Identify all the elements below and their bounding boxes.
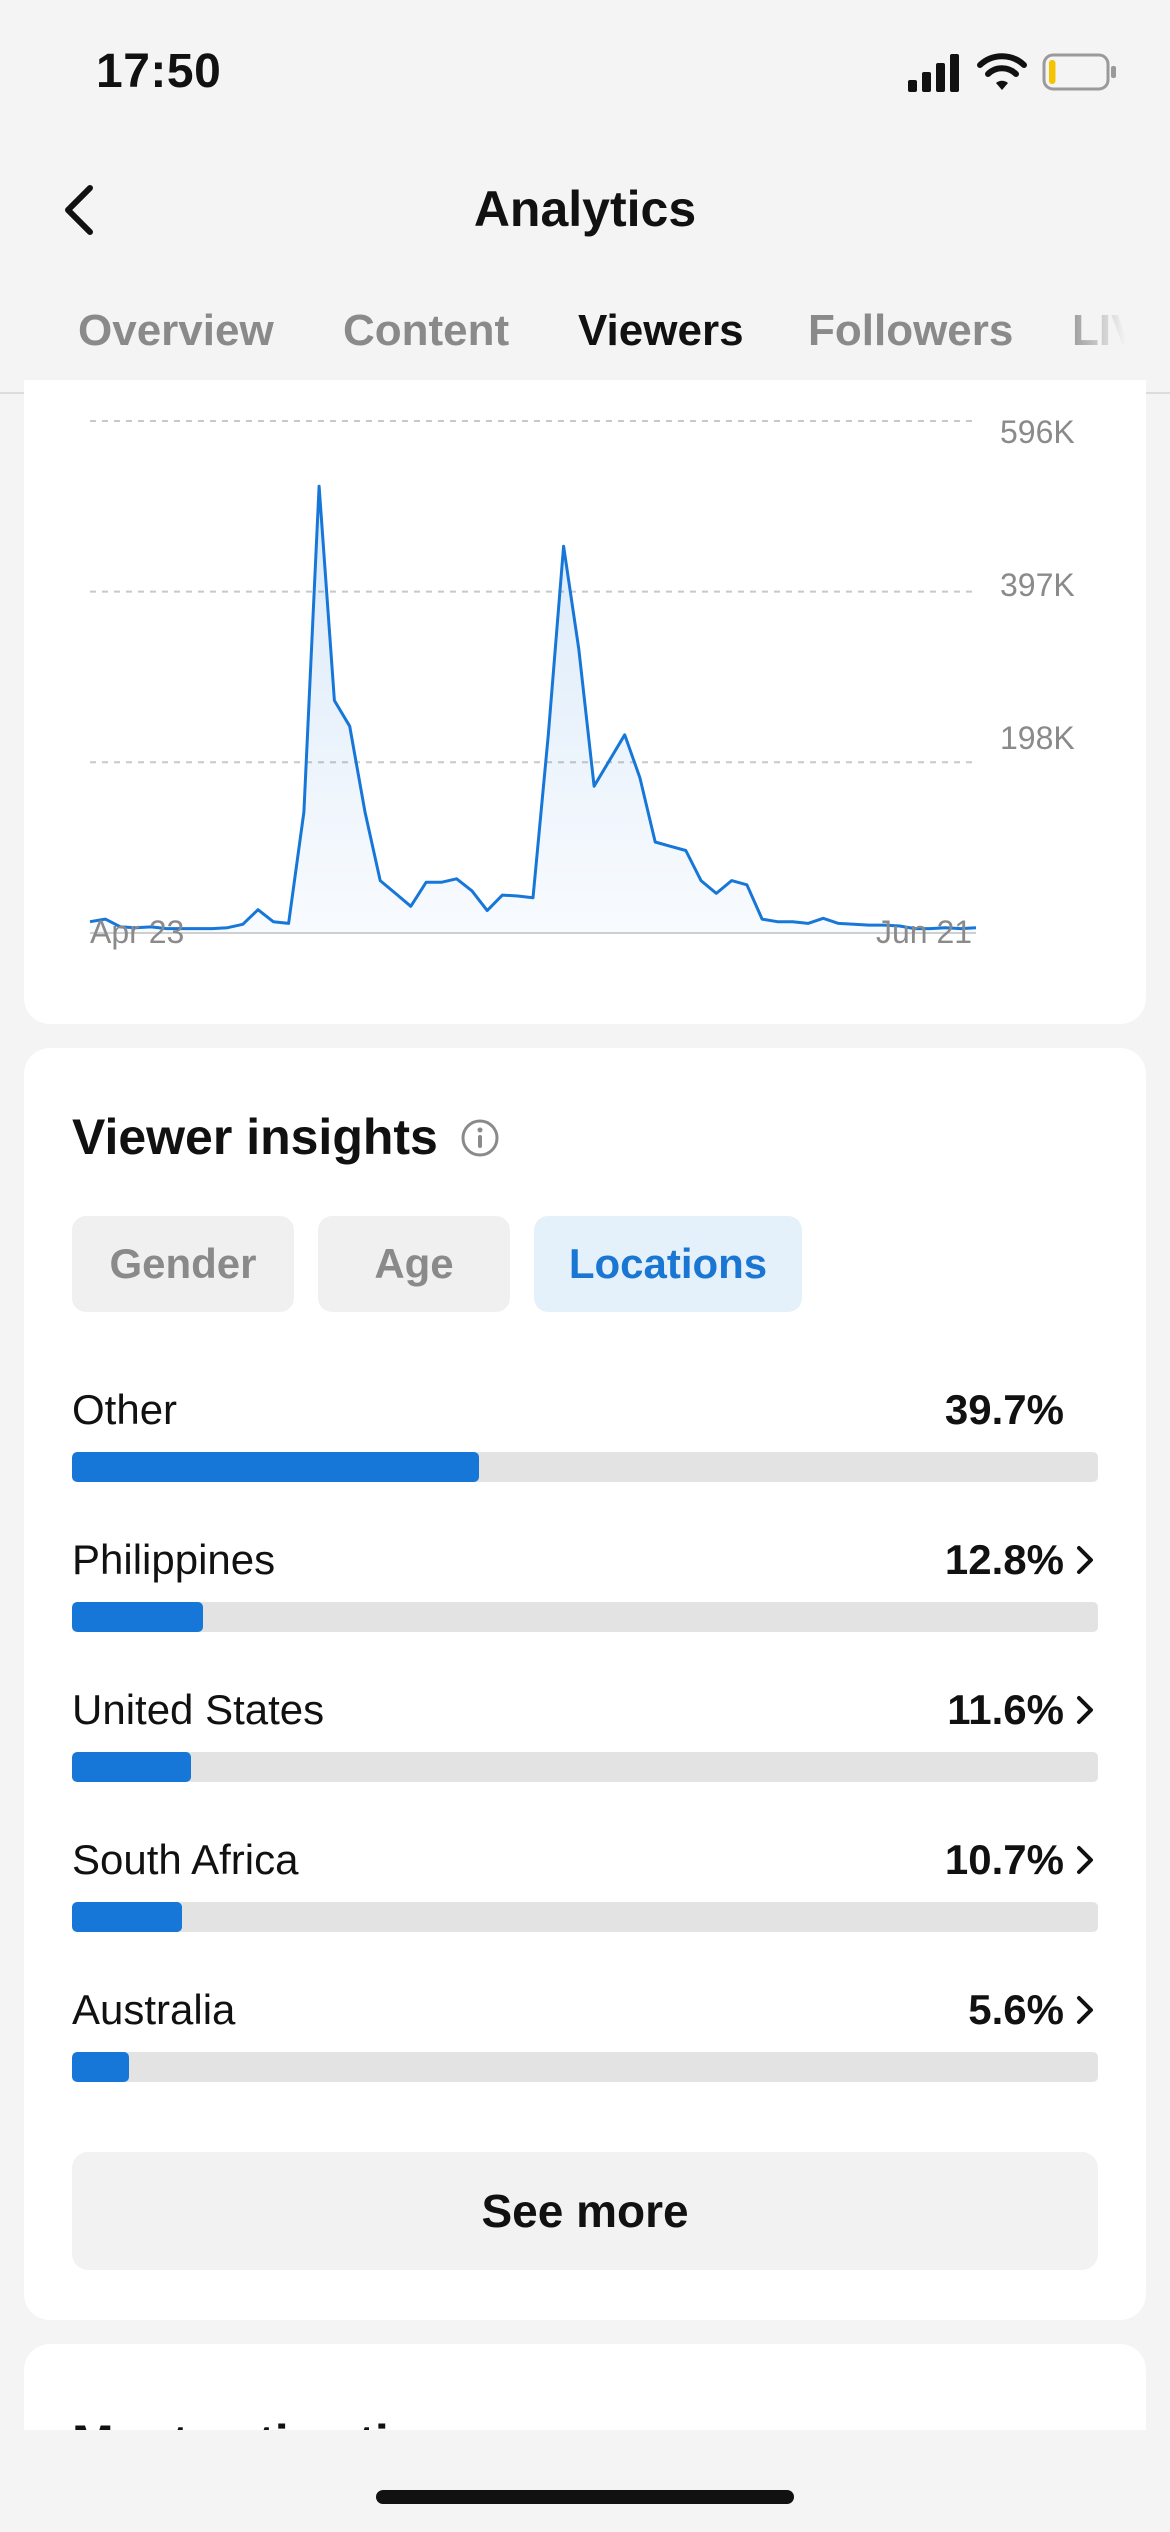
tab-bar: Overview Content Viewers Followers LIVE: [0, 280, 1170, 394]
viewer-insights-card: Viewer insights Gender Age Locations Oth…: [24, 1048, 1146, 2320]
viewers-chart-card: 596K 397K 198K Apr 23 Jun 21: [24, 380, 1146, 1024]
nav-bar: Analytics: [0, 150, 1170, 270]
location-name: South Africa: [72, 1836, 299, 1883]
tab-live[interactable]: LIVE: [1072, 306, 1170, 355]
location-row[interactable]: Philippines 12.8%: [72, 1536, 1098, 1646]
viewers-area-chart: [89, 420, 977, 934]
bottom-safe-area: [0, 2430, 1170, 2532]
filter-locations[interactable]: Locations: [534, 1216, 802, 1312]
filter-age[interactable]: Age: [318, 1216, 510, 1312]
filter-gender[interactable]: Gender: [72, 1216, 294, 1312]
see-more-button[interactable]: See more: [72, 2152, 1098, 2270]
location-row[interactable]: United States 11.6%: [72, 1686, 1098, 1796]
x-tick-label: Apr 23: [90, 914, 185, 950]
status-icons: [908, 52, 1118, 96]
location-percentage: 11.6%: [947, 1686, 1064, 1733]
location-name: Philippines: [72, 1536, 276, 1583]
location-percentage: 10.7%: [944, 1836, 1064, 1883]
location-bar-fill: [72, 1752, 192, 1782]
y-tick-label: 198K: [1000, 720, 1075, 756]
location-bar-track: [72, 1602, 1098, 1632]
status-time: 17:50: [96, 45, 222, 98]
location-percentage: 5.6%: [968, 1986, 1064, 2033]
location-row: Other 39.7%: [72, 1386, 1098, 1496]
location-bar-track: [72, 2052, 1098, 2082]
chevron-left-icon: [65, 185, 93, 235]
location-percentage: 39.7%: [944, 1386, 1064, 1433]
back-button[interactable]: [40, 170, 120, 250]
location-bar-track: [72, 1752, 1098, 1782]
location-bar-fill: [72, 2052, 130, 2082]
chevron-right-icon: [1077, 1696, 1093, 1724]
section-title: Viewer insights: [72, 1109, 438, 1165]
chevron-right-icon: [1077, 1846, 1093, 1874]
location-bar-fill: [72, 1602, 204, 1632]
location-percentage: 12.8%: [944, 1536, 1064, 1583]
page-title: Analytics: [473, 181, 697, 237]
chart-area-fill: [90, 486, 976, 932]
tab-followers[interactable]: Followers: [808, 306, 1014, 355]
location-bar-track: [72, 1452, 1098, 1482]
cellular-signal-icon: [908, 54, 959, 92]
x-tick-label: Jun 21: [876, 914, 973, 950]
location-bar-fill: [72, 1902, 182, 1932]
tab-overview[interactable]: Overview: [78, 306, 274, 355]
y-tick-label: 596K: [1000, 414, 1075, 450]
chevron-right-icon: [1077, 1546, 1093, 1574]
location-name: Australia: [72, 1986, 236, 2033]
y-tick-label: 397K: [1000, 567, 1075, 603]
location-name: United States: [72, 1686, 325, 1733]
battery-low-icon: [1042, 53, 1116, 91]
home-indicator[interactable]: [376, 2490, 794, 2504]
info-circle-icon[interactable]: [460, 1118, 500, 1158]
tab-viewers[interactable]: Viewers: [578, 306, 744, 355]
chart-series-line: [89, 484, 977, 931]
location-row[interactable]: Australia 5.6%: [72, 1986, 1098, 2096]
location-row[interactable]: South Africa 10.7%: [72, 1836, 1098, 1946]
wifi-icon: [977, 53, 1027, 90]
location-bar-track: [72, 1902, 1098, 1932]
location-name: Other: [72, 1386, 178, 1433]
tab-content[interactable]: Content: [343, 306, 510, 355]
chevron-right-icon: [1077, 1996, 1093, 2024]
location-bar-fill: [72, 1452, 480, 1482]
status-bar: 17:50: [0, 0, 1170, 150]
